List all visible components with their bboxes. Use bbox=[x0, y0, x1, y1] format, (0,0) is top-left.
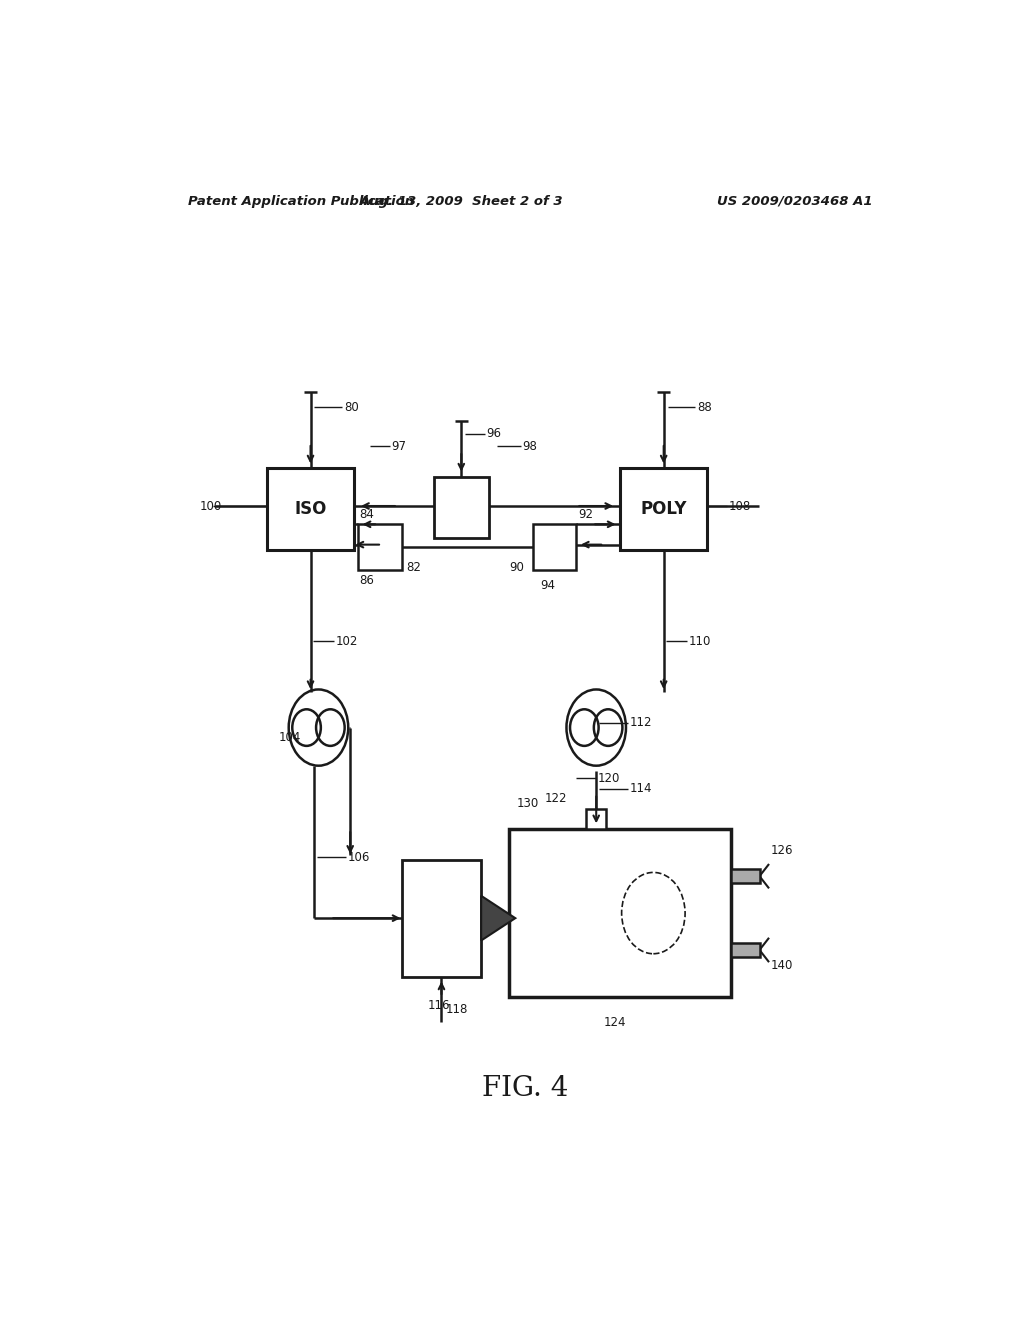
Text: 110: 110 bbox=[689, 635, 712, 648]
Text: 140: 140 bbox=[771, 958, 794, 972]
Text: 122: 122 bbox=[545, 792, 567, 805]
Text: 96: 96 bbox=[486, 428, 502, 441]
Text: 124: 124 bbox=[604, 1016, 627, 1028]
Text: 116: 116 bbox=[427, 998, 450, 1011]
Bar bbox=[587, 809, 606, 829]
Text: 102: 102 bbox=[336, 635, 358, 648]
Text: US 2009/0203468 A1: US 2009/0203468 A1 bbox=[717, 194, 872, 207]
Text: Aug. 13, 2009  Sheet 2 of 3: Aug. 13, 2009 Sheet 2 of 3 bbox=[359, 194, 563, 207]
Bar bbox=[433, 477, 489, 537]
Text: 98: 98 bbox=[522, 440, 538, 453]
Bar bbox=[532, 524, 577, 570]
Text: 112: 112 bbox=[630, 715, 652, 729]
Bar bbox=[731, 942, 760, 957]
Text: 106: 106 bbox=[348, 850, 371, 863]
Text: 108: 108 bbox=[729, 499, 751, 512]
Text: 104: 104 bbox=[279, 731, 301, 744]
Bar bbox=[731, 869, 760, 883]
Text: 82: 82 bbox=[406, 561, 421, 574]
Text: 88: 88 bbox=[697, 401, 712, 414]
Text: 84: 84 bbox=[359, 508, 375, 520]
Bar bbox=[401, 859, 481, 977]
Bar bbox=[509, 829, 731, 997]
Text: POLY: POLY bbox=[640, 500, 687, 517]
Text: 126: 126 bbox=[771, 845, 794, 857]
Text: 92: 92 bbox=[578, 508, 593, 520]
Text: FIG. 4: FIG. 4 bbox=[481, 1074, 568, 1102]
Text: 94: 94 bbox=[541, 578, 556, 591]
Text: ISO: ISO bbox=[294, 500, 327, 517]
Polygon shape bbox=[481, 896, 515, 941]
Bar bbox=[267, 469, 354, 549]
Text: 118: 118 bbox=[445, 1003, 468, 1015]
Text: 130: 130 bbox=[517, 797, 539, 810]
Bar bbox=[620, 469, 708, 549]
Text: 80: 80 bbox=[344, 401, 358, 414]
Text: 97: 97 bbox=[391, 440, 407, 453]
Bar bbox=[358, 524, 401, 570]
Text: 86: 86 bbox=[359, 574, 375, 586]
Text: 120: 120 bbox=[598, 772, 621, 785]
Text: 114: 114 bbox=[630, 781, 652, 795]
Text: 90: 90 bbox=[509, 561, 524, 574]
Text: Patent Application Publication: Patent Application Publication bbox=[187, 194, 414, 207]
Text: 100: 100 bbox=[200, 499, 221, 512]
